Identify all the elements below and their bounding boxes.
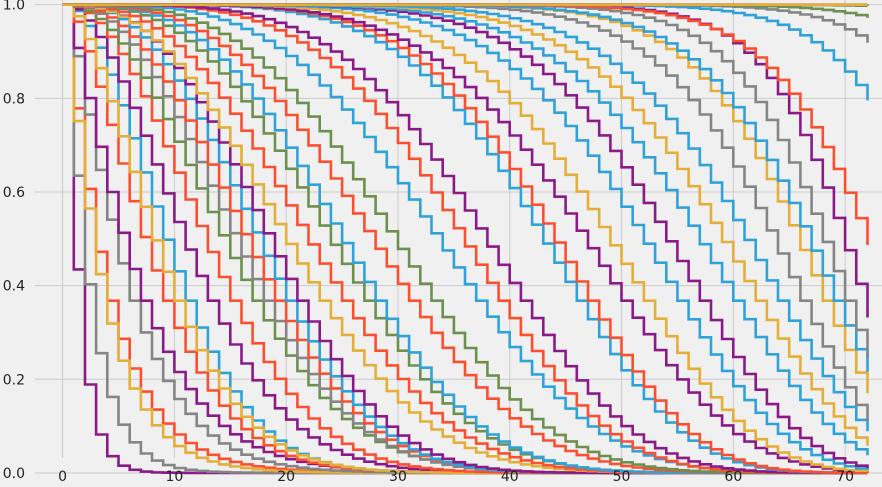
series-line-22 (62, 3, 868, 475)
x-axis-ticks: 0 10 20 30 40 50 60 70 (58, 469, 854, 485)
x-tick-label: 70 (836, 469, 854, 485)
y-tick-label: 0.0 (3, 466, 25, 482)
x-tick-label: 40 (501, 469, 519, 485)
y-tick-label: 0.4 (3, 279, 25, 295)
series-line-25 (62, 3, 868, 475)
x-tick-label: 20 (277, 469, 295, 485)
x-tick-label: 0 (58, 469, 67, 485)
x-tick-label: 60 (724, 469, 742, 485)
y-tick-label: 0.8 (3, 91, 25, 107)
series-group (62, 3, 869, 475)
x-tick-label: 50 (613, 469, 631, 485)
y-tick-label: 1.0 (3, 0, 25, 14)
y-axis-ticks: 0.0 0.2 0.4 0.6 0.8 1.0 (3, 0, 25, 482)
y-tick-label: 0.2 (3, 372, 25, 388)
x-tick-label: 10 (165, 469, 183, 485)
x-tick-label: 30 (389, 469, 407, 485)
series-line-20 (62, 3, 868, 475)
y-tick-label: 0.6 (3, 185, 25, 201)
series-line-24 (62, 3, 868, 475)
